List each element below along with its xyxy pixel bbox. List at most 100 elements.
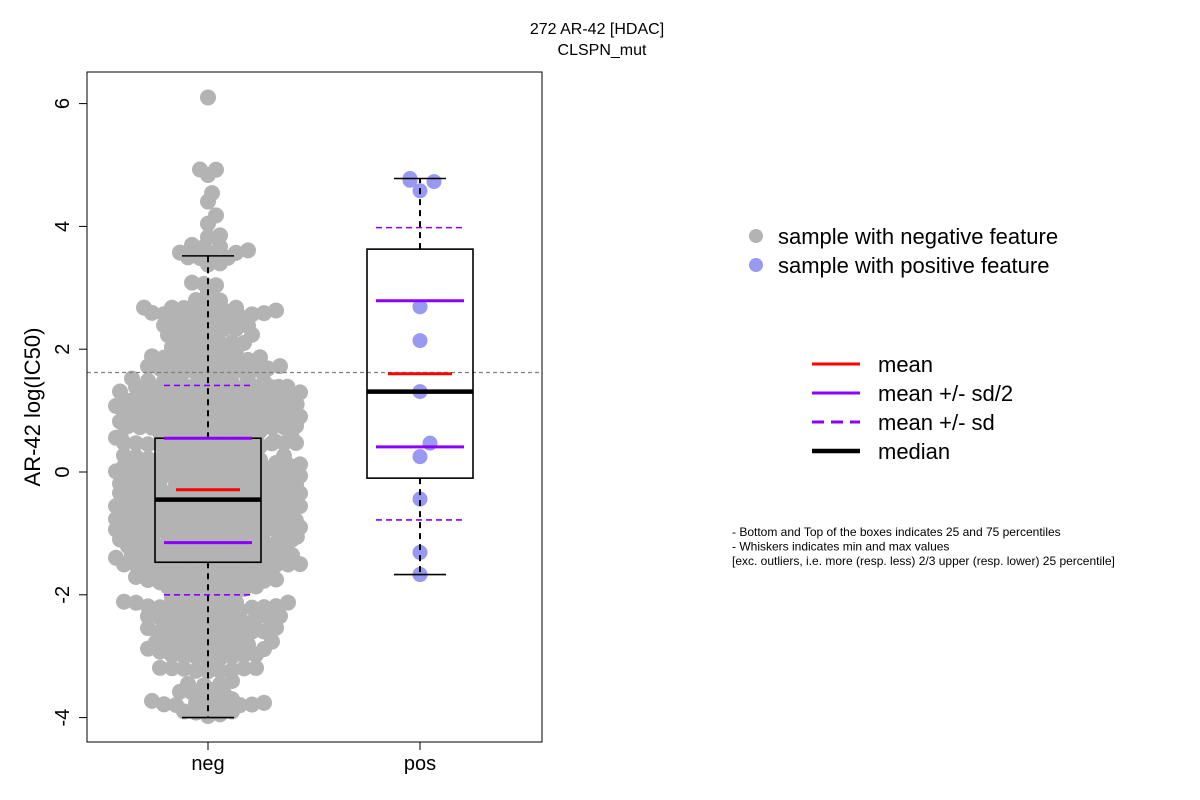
y-tick-label: -4 — [52, 709, 74, 727]
neg-point — [124, 370, 140, 387]
neg-point — [244, 306, 260, 323]
neg-point — [188, 303, 204, 320]
neg-point — [256, 623, 272, 640]
pos-point — [426, 174, 442, 190]
neg-point — [128, 435, 144, 452]
note-line: [exc. outliers, i.e. more (resp. less) 2… — [732, 554, 1115, 568]
neg-point — [116, 447, 132, 464]
neg-point — [108, 549, 124, 566]
neg-point — [252, 349, 268, 366]
neg-point — [140, 436, 156, 453]
pos-point — [412, 449, 428, 465]
neg-point — [168, 352, 184, 369]
neg-point — [204, 185, 220, 202]
legend-line-label: mean — [878, 352, 933, 377]
legend-line-label: mean +/- sd — [878, 410, 995, 435]
note-line: - Whiskers indicates min and max values — [732, 540, 949, 554]
y-tick-label: -2 — [52, 586, 74, 604]
legend-lines: mean mean +/- sd/2 mean +/- sd median — [812, 352, 1013, 464]
neg-point — [248, 659, 264, 676]
pos-point — [412, 333, 428, 349]
note-line: - Bottom and Top of the boxes indicates … — [732, 525, 1061, 539]
pos-point — [422, 435, 438, 451]
notes: - Bottom and Top of the boxes indicates … — [732, 525, 1115, 568]
x-tick-label: neg — [191, 753, 224, 775]
box — [366, 248, 474, 479]
neg-point — [276, 447, 292, 464]
neg-point — [140, 450, 156, 467]
neg-point — [212, 676, 228, 693]
plot-area: -4 -2 0 2 4 6 neg pos — [52, 89, 542, 775]
y-tick-label: 6 — [52, 98, 74, 109]
y-tick-label: 0 — [52, 466, 74, 477]
neg-point — [192, 161, 208, 178]
neg-point — [256, 694, 272, 711]
x-tick-label: pos — [404, 753, 436, 775]
neg-point — [200, 229, 216, 246]
neg-point — [224, 662, 240, 679]
neg-point — [176, 660, 192, 677]
legend-point-marker — [749, 258, 763, 272]
neg-point — [268, 302, 284, 319]
neg-point — [208, 207, 224, 224]
neg-point — [164, 600, 180, 617]
neg-point — [152, 659, 168, 676]
legend-line-label: median — [878, 439, 950, 464]
neg-point — [188, 292, 204, 309]
neg-point — [164, 339, 180, 356]
neg-point — [244, 599, 260, 616]
neg-point — [244, 696, 260, 713]
neg-point — [144, 692, 160, 709]
neg-point — [228, 244, 244, 261]
neg-point — [176, 300, 192, 317]
pos-point — [412, 491, 428, 507]
neg-point — [168, 319, 184, 336]
neg-point — [279, 378, 296, 395]
neg-point — [224, 334, 240, 351]
neg-point — [140, 598, 156, 615]
y-tick-label: 4 — [52, 221, 74, 232]
neg-point — [144, 348, 160, 365]
neg-point — [140, 372, 156, 389]
pos-point — [412, 299, 428, 315]
y-tick-label: 2 — [52, 344, 74, 355]
neg-point — [180, 675, 196, 692]
neg-point — [292, 384, 308, 401]
neg-point — [272, 358, 288, 375]
neg-point — [228, 299, 244, 316]
neg-point — [128, 448, 144, 465]
neg-point — [212, 292, 228, 309]
neg-point — [256, 373, 272, 390]
legend-point-label: sample with positive feature — [778, 253, 1049, 278]
neg-point — [164, 299, 180, 316]
pos-point — [402, 172, 418, 188]
neg-point — [156, 317, 172, 334]
legend-points: sample with negative feature sample with … — [749, 224, 1058, 278]
chart-subtitle: CLSPN_mut — [558, 42, 647, 59]
neg-point — [116, 593, 132, 610]
neg-point — [128, 594, 144, 611]
neg-point — [200, 89, 216, 106]
neg-point — [256, 305, 272, 322]
neg-point — [136, 299, 152, 316]
neg-point — [152, 599, 168, 616]
neg-point — [240, 351, 256, 368]
neg-point — [212, 238, 228, 255]
neg-point — [212, 227, 228, 244]
neg-point — [156, 696, 172, 713]
neg-point — [184, 236, 200, 253]
neg-point — [292, 456, 308, 473]
y-axis-label: AR-42 log(IC50) — [20, 328, 45, 487]
neg-point — [208, 161, 224, 178]
neg-point — [208, 277, 224, 294]
neg-point — [240, 242, 256, 259]
chart-title: 272 AR-42 [HDAC] — [530, 21, 664, 38]
plot-frame — [86, 71, 543, 743]
legend-line-label: mean +/- sd/2 — [878, 381, 1013, 406]
neg-point — [188, 662, 204, 679]
neg-point — [196, 677, 212, 694]
neg-point — [268, 598, 284, 615]
neg-point — [212, 662, 228, 679]
neg-point — [140, 620, 156, 637]
